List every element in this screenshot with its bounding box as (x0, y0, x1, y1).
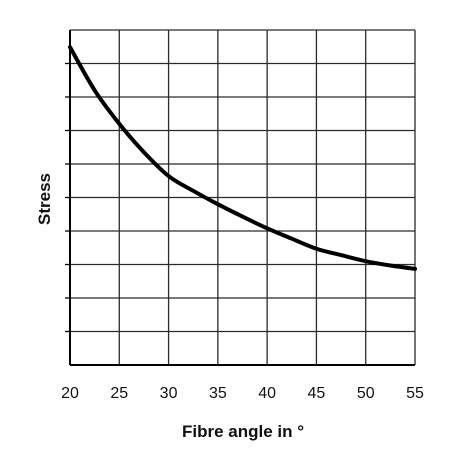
x-tick-label: 55 (406, 385, 424, 402)
grid (65, 29, 416, 366)
x-tick-label: 40 (258, 385, 276, 402)
x-tick-label: 45 (308, 385, 326, 402)
x-tick-label: 25 (110, 385, 128, 402)
x-axis-label: Fibre angle in ° (182, 422, 304, 441)
y-axis-label: Stress (35, 173, 54, 225)
stress-curve (68, 45, 417, 271)
x-tick-label: 35 (209, 385, 227, 402)
x-tick-label: 20 (61, 385, 79, 402)
series (68, 45, 417, 271)
x-tick-label: 30 (160, 385, 178, 402)
x-tick-label: 50 (357, 385, 375, 402)
x-tick-labels: 20 25 30 35 40 45 50 55 (61, 385, 424, 402)
